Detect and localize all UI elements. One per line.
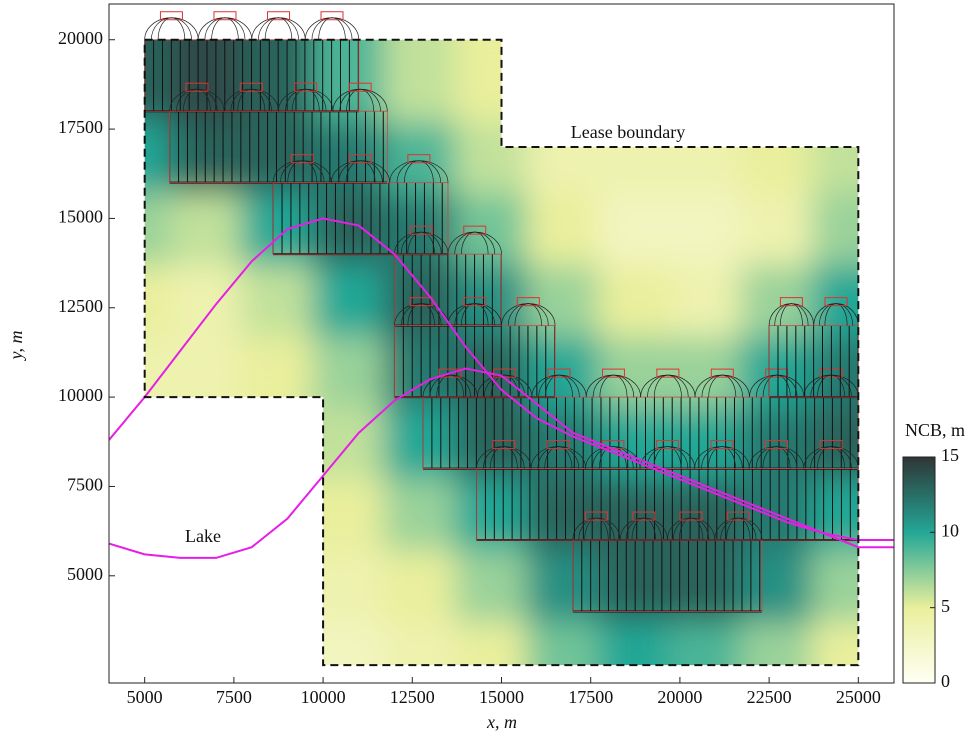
x-tick-label: 22500 bbox=[747, 687, 792, 707]
y-tick-label: 17500 bbox=[58, 117, 103, 137]
lake-label: Lake bbox=[185, 526, 221, 546]
dome bbox=[158, 18, 185, 40]
lease-label: Lease boundary bbox=[571, 122, 685, 142]
dome bbox=[252, 18, 306, 40]
x-axis-label: x, m bbox=[486, 712, 517, 732]
x-tick-label: 12500 bbox=[390, 687, 435, 707]
colorbar-tick-label: 15 bbox=[941, 445, 959, 465]
y-tick-label: 12500 bbox=[58, 296, 103, 316]
x-tick-label: 5000 bbox=[127, 687, 163, 707]
y-tick-label: 20000 bbox=[58, 28, 103, 48]
colorbar-label: NCB, m bbox=[905, 420, 965, 440]
dome bbox=[319, 18, 346, 40]
x-tick-label: 20000 bbox=[657, 687, 702, 707]
y-tick-label: 10000 bbox=[58, 385, 103, 405]
y-axis-label: y, m bbox=[6, 331, 26, 362]
x-tick-label: 15000 bbox=[479, 687, 524, 707]
dome bbox=[265, 18, 292, 40]
x-tick-label: 17500 bbox=[568, 687, 613, 707]
colorbar-tick-label: 5 bbox=[941, 596, 950, 616]
x-tick-label: 10000 bbox=[301, 687, 346, 707]
y-tick-label: 7500 bbox=[67, 475, 103, 495]
colorbar-tick-label: 10 bbox=[941, 520, 959, 540]
x-tick-label: 25000 bbox=[836, 687, 881, 707]
dome bbox=[212, 18, 239, 40]
y-tick-label: 15000 bbox=[58, 207, 103, 227]
x-tick-label: 7500 bbox=[216, 687, 252, 707]
dome bbox=[198, 18, 252, 40]
dome bbox=[305, 18, 359, 40]
colorbar-tick-label: 0 bbox=[941, 671, 950, 691]
y-tick-label: 5000 bbox=[67, 564, 103, 584]
colorbar bbox=[903, 457, 935, 683]
dome bbox=[145, 18, 199, 40]
